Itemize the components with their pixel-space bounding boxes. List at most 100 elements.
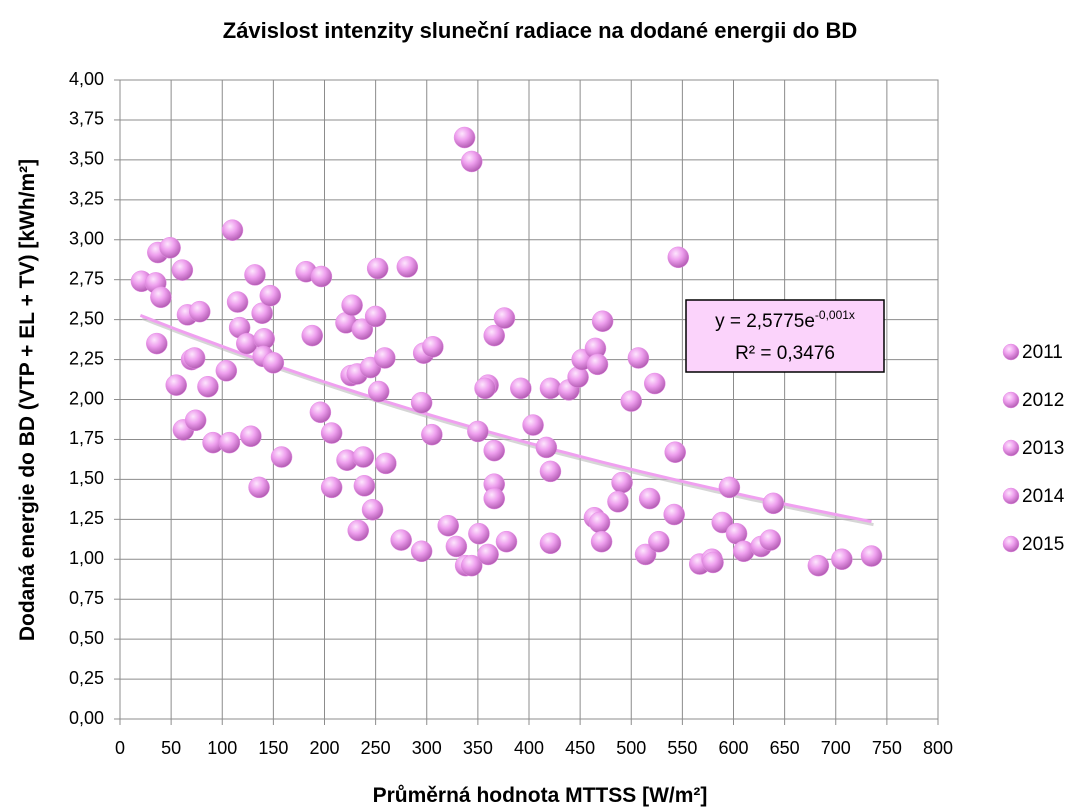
point — [197, 375, 219, 398]
point — [374, 347, 396, 369]
x-tick-label: 550 — [667, 738, 697, 758]
x-tick-label: 250 — [361, 738, 391, 758]
point — [591, 310, 614, 332]
point — [189, 300, 211, 323]
point — [718, 476, 741, 499]
point — [146, 332, 168, 355]
legend-label: 2013 — [1022, 438, 1064, 459]
point — [483, 439, 505, 462]
point — [860, 545, 883, 567]
point — [807, 554, 830, 577]
point — [352, 446, 375, 468]
point — [171, 259, 194, 281]
point — [309, 401, 332, 424]
point — [483, 487, 505, 510]
point — [607, 490, 629, 513]
point — [539, 377, 562, 400]
point — [361, 498, 384, 521]
r-squared: R² = 0,3476 — [735, 343, 835, 364]
point — [483, 324, 505, 347]
point — [259, 284, 282, 307]
point — [474, 377, 496, 400]
point — [663, 503, 685, 526]
point — [493, 307, 516, 329]
x-tick-label: 150 — [258, 738, 288, 758]
point — [410, 540, 433, 563]
points — [130, 126, 883, 577]
point — [510, 377, 532, 400]
y-tick-label: 0,75 — [69, 588, 104, 608]
point — [165, 374, 187, 396]
y-tick-label: 1,50 — [69, 468, 104, 488]
x-tick-label: 400 — [514, 738, 544, 758]
x-tick-label: 300 — [412, 738, 442, 758]
y-tick-label: 2,00 — [69, 388, 104, 408]
point — [159, 236, 181, 259]
point — [218, 431, 241, 454]
point — [762, 492, 785, 515]
x-tick-label: 0 — [115, 738, 125, 758]
point — [347, 519, 369, 542]
point — [301, 324, 323, 347]
legend-icon — [1002, 343, 1020, 361]
point — [226, 291, 249, 313]
point — [150, 286, 172, 309]
point — [270, 446, 293, 468]
y-tick-label: 3,50 — [69, 149, 104, 169]
equation-box: y = 2,5775e-0,001x R² = 0,3476 — [685, 299, 885, 373]
point — [495, 530, 518, 553]
equation-background — [685, 299, 885, 373]
point — [648, 530, 670, 553]
point — [375, 452, 397, 475]
legend: 2011 2012 2013 2014 2015 — [1002, 342, 1065, 555]
point — [460, 150, 483, 173]
point — [477, 543, 499, 566]
point — [460, 554, 483, 577]
y-tick-label: 1,25 — [69, 508, 104, 528]
point — [353, 475, 376, 497]
point — [664, 441, 686, 463]
y-tick-label: 2,25 — [69, 348, 104, 368]
point — [390, 529, 412, 551]
point — [711, 511, 734, 534]
x-tick-label: 450 — [565, 738, 595, 758]
y-tick-label: 0,25 — [69, 668, 104, 688]
y-tick-label: 3,25 — [69, 189, 104, 209]
x-tick-label: 650 — [770, 738, 800, 758]
x-axis-title: Průměrná hodnota MTTSS [W/m²] — [373, 784, 708, 807]
point — [522, 414, 544, 436]
point — [586, 353, 609, 376]
y-tick-label: 0,00 — [69, 708, 104, 728]
point — [702, 551, 724, 574]
x-tick-label: 700 — [821, 738, 851, 758]
point — [367, 380, 390, 403]
point — [638, 487, 661, 510]
legend-label: 2015 — [1022, 534, 1064, 555]
point — [364, 305, 387, 328]
y-tick-label: 2,50 — [69, 308, 104, 328]
point — [831, 548, 853, 570]
point — [184, 409, 207, 432]
equation: y = 2,5775e-0,001x — [715, 308, 855, 332]
y-axis-title: Dodaná energie do BD (VTP + EL + TV) [kW… — [16, 159, 39, 641]
grid: 0,00 0,25 0,50 0,75 1,00 1,25 1,50 1,75 2,00 2,25… — [69, 69, 953, 758]
x-tick-label: 50 — [161, 738, 181, 758]
point — [183, 347, 206, 369]
point — [240, 425, 262, 447]
point — [437, 514, 459, 537]
x-tick-label: 500 — [616, 738, 646, 758]
point — [453, 126, 476, 149]
legend-label: 2014 — [1022, 486, 1065, 507]
point — [410, 391, 433, 414]
point — [221, 219, 244, 241]
legend-label: 2011 — [1022, 342, 1063, 363]
point — [759, 529, 782, 551]
point — [611, 471, 633, 494]
point — [244, 264, 266, 286]
equation-base: y = 2,5775e — [715, 311, 815, 332]
point — [248, 476, 270, 499]
point — [422, 336, 444, 358]
point — [468, 522, 490, 545]
point — [467, 420, 489, 443]
